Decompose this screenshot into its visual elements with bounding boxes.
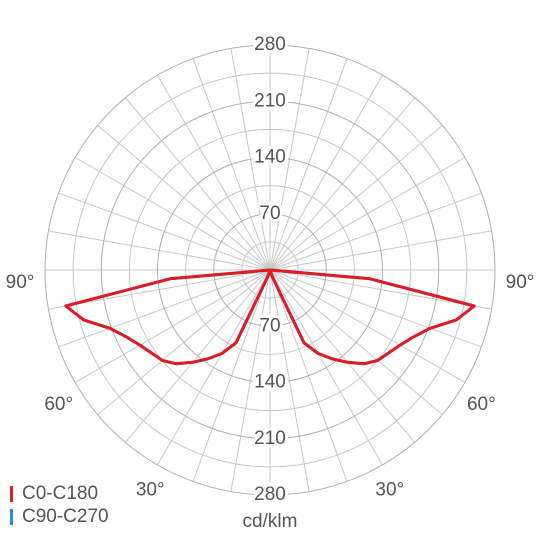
legend-swatch (10, 509, 13, 525)
angle-label: 30° (136, 480, 165, 501)
curve (64, 268, 272, 366)
ring-label: 280 (254, 484, 286, 505)
minor-ring (241, 241, 299, 299)
curve (268, 268, 476, 366)
ring-label: 140 (254, 147, 286, 168)
legend-label: C90-C270 (22, 506, 109, 527)
minor-ring (185, 185, 355, 355)
angle-label: 90° (506, 272, 535, 293)
ring-label: 70 (259, 315, 280, 336)
legend-swatch (10, 486, 13, 502)
ring (100, 100, 440, 440)
ring-label: 70 (259, 203, 280, 224)
ring-label: 140 (254, 372, 286, 393)
ring-label: 210 (254, 428, 286, 449)
ring (157, 157, 383, 383)
ring (44, 44, 496, 496)
angle-label: 60° (44, 394, 73, 415)
ring-label: 210 (254, 90, 286, 111)
legend-label: C0-C180 (22, 483, 98, 504)
ring (213, 213, 327, 327)
minor-ring (72, 72, 468, 468)
unit-label: cd/klm (243, 511, 298, 532)
minor-ring (128, 128, 412, 412)
angle-label: 90° (6, 272, 35, 293)
ring-label: 280 (254, 34, 286, 55)
angle-label: 60° (467, 394, 496, 415)
angle-label: 30° (375, 480, 404, 501)
